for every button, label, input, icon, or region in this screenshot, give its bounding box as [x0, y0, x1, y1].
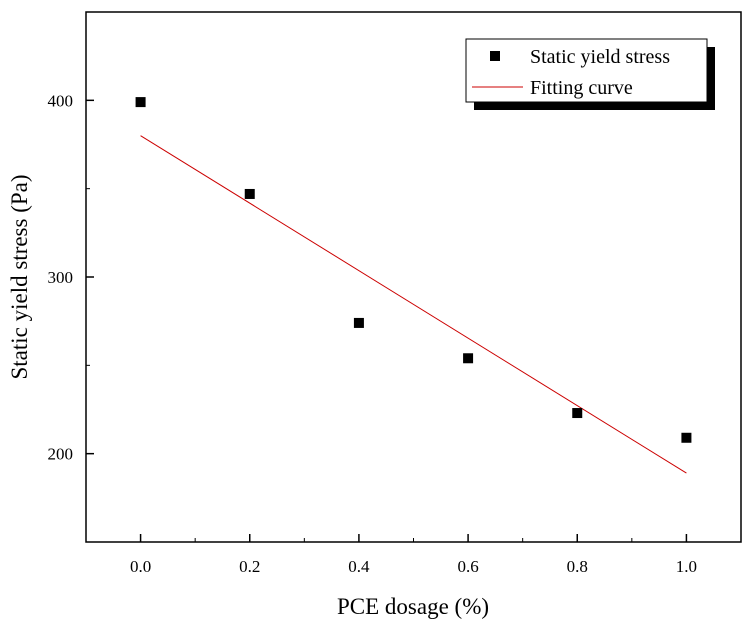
- data-point: [135, 97, 146, 108]
- x-tick-label: 0.8: [567, 557, 588, 576]
- x-tick-label: 0.6: [457, 557, 478, 576]
- y-axis-ticks: 200 300 400: [48, 11, 94, 543]
- legend: Static yield stress Fitting curve: [465, 38, 715, 110]
- data-point: [463, 353, 474, 364]
- y-tick-label: 300: [48, 268, 74, 287]
- x-tick-label: 0.2: [239, 557, 260, 576]
- data-point: [244, 188, 255, 199]
- data-point: [353, 317, 364, 328]
- legend-label-static-yield-stress: Static yield stress: [530, 46, 670, 68]
- series-layer: [135, 97, 692, 474]
- x-tick-label: 0.4: [348, 557, 370, 576]
- x-axis-title: PCE dosage (%): [337, 594, 489, 619]
- data-point: [681, 432, 692, 443]
- y-tick-label: 400: [48, 91, 74, 110]
- legend-marker-square: [490, 51, 500, 61]
- x-axis-ticks: 0.0 0.2 0.4 0.6 0.8 1.0: [85, 534, 742, 576]
- y-tick-label: 200: [48, 445, 74, 464]
- legend-box: [465, 38, 708, 103]
- x-tick-label: 1.0: [676, 557, 697, 576]
- legend-label-fitting-curve: Fitting curve: [530, 77, 633, 99]
- fitting-curve-line: [140, 135, 687, 474]
- x-tick-label: 0.0: [130, 557, 151, 576]
- y-axis-title: Static yield stress (Pa): [7, 174, 32, 379]
- data-point: [572, 408, 583, 419]
